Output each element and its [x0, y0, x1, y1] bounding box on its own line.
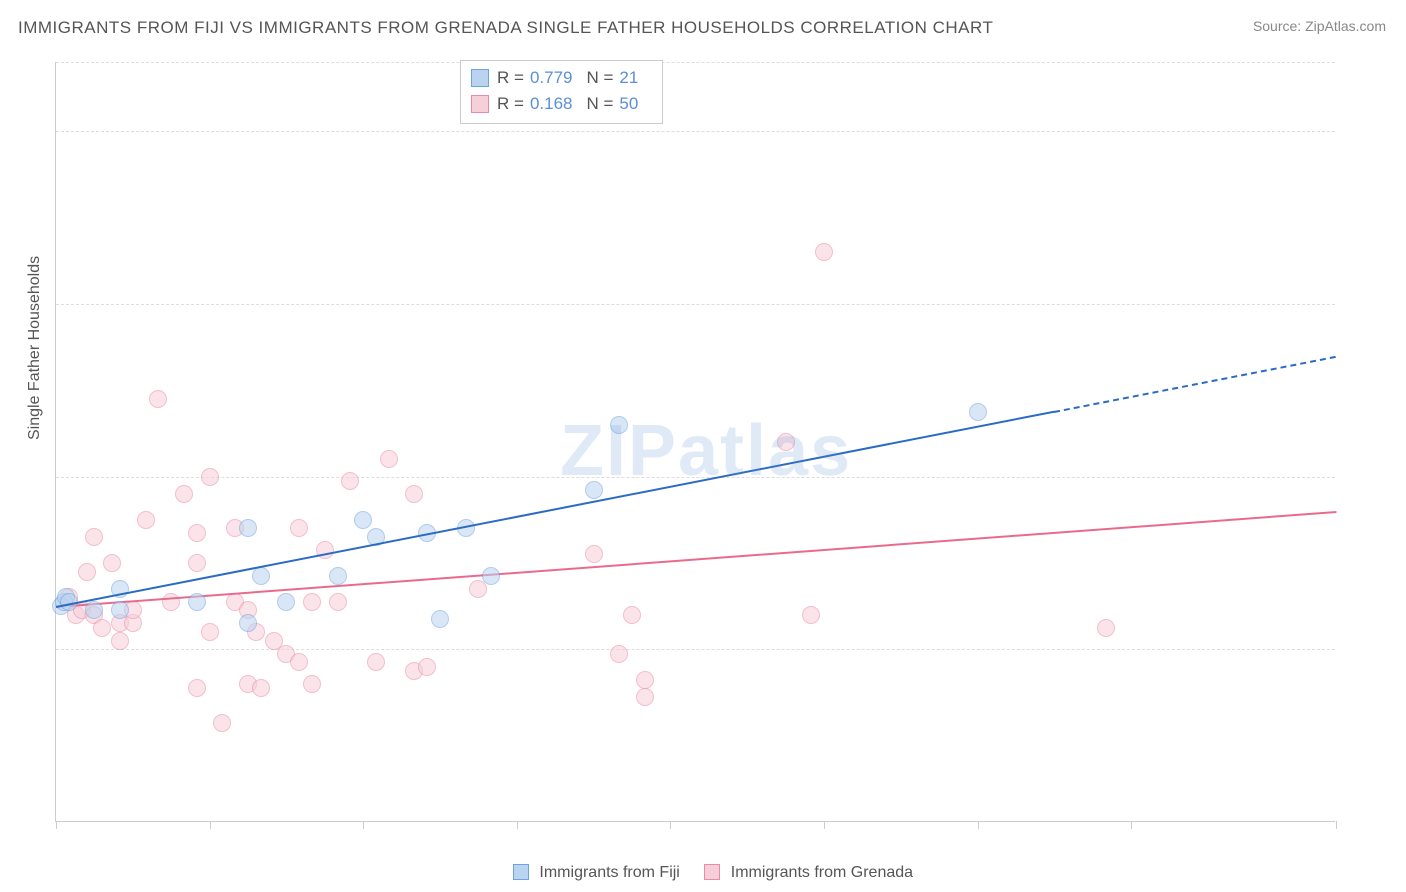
data-point — [610, 416, 628, 434]
data-point — [111, 632, 129, 650]
data-point — [137, 511, 155, 529]
data-point — [175, 485, 193, 503]
swatch-icon — [513, 864, 529, 880]
data-point — [188, 524, 206, 542]
data-point — [239, 519, 257, 537]
trend-line — [56, 411, 1055, 608]
data-point — [969, 403, 987, 421]
data-point — [610, 645, 628, 663]
correlation-legend: R = 0.779 N = 21 R = 0.168 N = 50 — [460, 60, 663, 124]
data-point — [93, 619, 111, 637]
data-point — [380, 450, 398, 468]
data-point — [431, 610, 449, 628]
gridline — [56, 477, 1335, 478]
data-point — [277, 593, 295, 611]
correlation-row-fiji: R = 0.779 N = 21 — [471, 65, 652, 91]
data-point — [636, 688, 654, 706]
n-value: 21 — [619, 68, 638, 88]
data-point — [290, 519, 308, 537]
r-value: 0.168 — [530, 94, 573, 114]
r-value: 0.779 — [530, 68, 573, 88]
n-value: 50 — [619, 94, 638, 114]
gridline — [56, 649, 1335, 650]
gridline — [56, 131, 1335, 132]
gridline — [56, 304, 1335, 305]
n-label: N = — [586, 94, 613, 114]
trend-line — [1054, 356, 1336, 413]
data-point — [252, 567, 270, 585]
data-point — [585, 545, 603, 563]
data-point — [329, 567, 347, 585]
gridline — [56, 62, 1335, 63]
data-point — [201, 623, 219, 641]
x-tick — [517, 821, 518, 829]
data-point — [78, 563, 96, 581]
data-point — [1097, 619, 1115, 637]
data-point — [85, 528, 103, 546]
x-tick — [670, 821, 671, 829]
data-point — [585, 481, 603, 499]
r-label: R = — [497, 68, 524, 88]
data-point — [103, 554, 121, 572]
data-point — [303, 593, 321, 611]
data-point — [367, 653, 385, 671]
x-tick — [1131, 821, 1132, 829]
data-point — [188, 679, 206, 697]
x-tick — [210, 821, 211, 829]
correlation-row-grenada: R = 0.168 N = 50 — [471, 91, 652, 117]
data-point — [329, 593, 347, 611]
data-point — [239, 614, 257, 632]
x-tick — [978, 821, 979, 829]
data-point — [623, 606, 641, 624]
data-point — [636, 671, 654, 689]
source-label: Source: ZipAtlas.com — [1253, 18, 1386, 34]
data-point — [341, 472, 359, 490]
x-tick — [824, 821, 825, 829]
legend-label-grenada: Immigrants from Grenada — [731, 864, 913, 881]
x-tick — [363, 821, 364, 829]
data-point — [252, 679, 270, 697]
series-legend: Immigrants from Fiji Immigrants from Gre… — [0, 864, 1406, 882]
chart-title: IMMIGRANTS FROM FIJI VS IMMIGRANTS FROM … — [18, 18, 993, 38]
swatch-icon — [471, 69, 489, 87]
r-label: R = — [497, 94, 524, 114]
data-point — [188, 593, 206, 611]
data-point — [111, 601, 129, 619]
data-point — [802, 606, 820, 624]
data-point — [482, 567, 500, 585]
legend-label-fiji: Immigrants from Fiji — [539, 864, 679, 881]
data-point — [290, 653, 308, 671]
data-point — [149, 390, 167, 408]
data-point — [777, 433, 795, 451]
data-point — [418, 658, 436, 676]
data-point — [201, 468, 219, 486]
n-label: N = — [586, 68, 613, 88]
data-point — [213, 714, 231, 732]
y-axis-label: Single Father Households — [26, 256, 44, 440]
data-point — [162, 593, 180, 611]
data-point — [188, 554, 206, 572]
data-point — [85, 601, 103, 619]
data-point — [354, 511, 372, 529]
data-point — [405, 485, 423, 503]
x-tick — [56, 821, 57, 829]
swatch-icon — [704, 864, 720, 880]
data-point — [815, 243, 833, 261]
x-tick — [1336, 821, 1337, 829]
plot-area — [55, 62, 1335, 822]
data-point — [303, 675, 321, 693]
swatch-icon — [471, 95, 489, 113]
